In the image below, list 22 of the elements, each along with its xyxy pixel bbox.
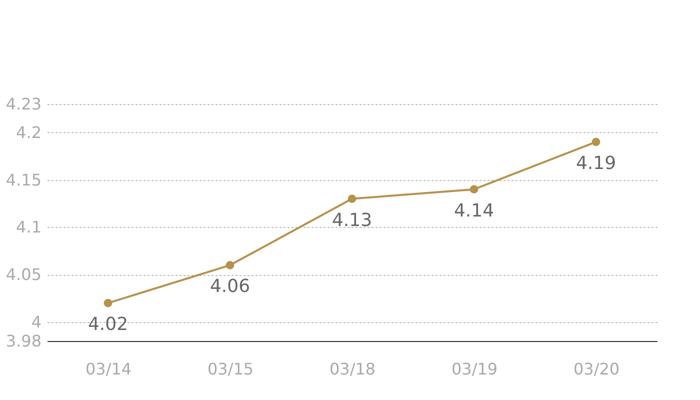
y-tick-label: 4.2 [16, 122, 42, 142]
data-label: 4.14 [454, 200, 494, 222]
x-tick-label: 03/20 [573, 360, 620, 378]
point [348, 194, 356, 203]
x-tick-label: 03/15 [207, 360, 254, 378]
data-label: 4.02 [88, 314, 128, 336]
x-tick-label: 03/14 [85, 360, 132, 378]
data-label: 4.06 [210, 276, 250, 298]
point [226, 260, 234, 270]
y-tick-label: 4.15 [6, 170, 42, 190]
x-tick-label: 03/18 [329, 360, 376, 378]
point [104, 298, 112, 308]
x-tick-label: 03/19 [451, 360, 498, 378]
point [470, 185, 478, 194]
y-tick-label: 4.05 [6, 265, 42, 284]
y-tick-label: 4.1 [16, 218, 42, 237]
y-tick-label: 4.23 [6, 94, 42, 114]
y-tick-label: 4 [31, 312, 42, 332]
point [592, 138, 600, 146]
data-label: 4.19 [576, 152, 616, 174]
y-tick-label: 3.98 [6, 332, 42, 350]
data-label: 4.13 [332, 210, 372, 231]
